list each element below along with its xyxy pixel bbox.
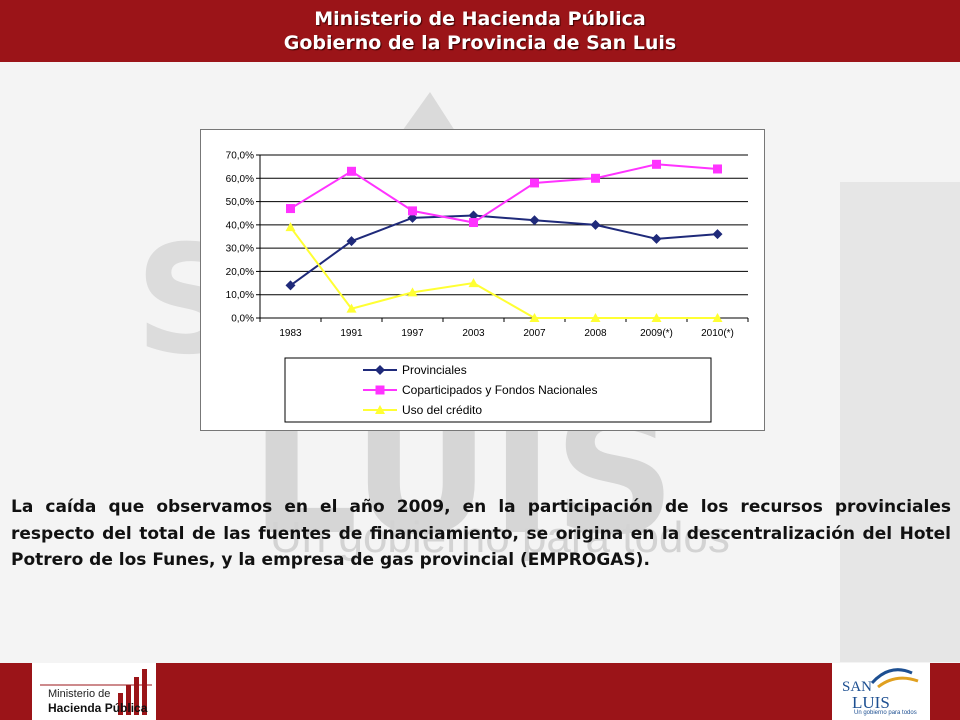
san-luis-logo-san: SAN <box>842 679 873 695</box>
data-point <box>590 219 601 230</box>
x-axis-tick-labels: 1983 1991 1997 2003 2007 2008 2009(*) 2010(*) <box>279 328 734 339</box>
data-point <box>712 313 723 322</box>
series-line <box>289 163 718 224</box>
data-point <box>469 218 478 228</box>
data-point <box>652 159 661 169</box>
y-tick-label: 30,0% <box>226 244 254 255</box>
san-luis-logo-swoosh-icon <box>870 668 919 689</box>
legend-label: Coparticipados y Fondos Nacionales <box>402 383 597 397</box>
ministerio-logo-line2: Hacienda Pública <box>48 701 148 715</box>
data-point <box>651 233 662 244</box>
series-1 <box>285 210 723 291</box>
x-tick-label: 1983 <box>279 328 302 339</box>
legend-label: Uso del crédito <box>402 403 482 417</box>
header-title-province: Gobierno de la Provincia de San Luis <box>283 32 677 54</box>
ministerio-hacienda-logo: Ministerio de Hacienda Pública <box>32 663 156 720</box>
x-tick-label: 2010(*) <box>701 328 734 339</box>
x-tick-label: 2009(*) <box>640 328 673 339</box>
chart-legend: Provinciales Coparticipados y Fondos Naci… <box>284 357 712 423</box>
data-point <box>590 313 601 322</box>
line-chart: 0,0%10,0%20,0%30,0%40,0%50,0%60,0%70,0% … <box>226 151 749 423</box>
x-tick-label: 2003 <box>462 328 485 339</box>
footer-bar: Ministerio de Hacienda Pública SAN LUIS … <box>0 663 960 720</box>
y-tick-label: 0,0% <box>231 314 254 325</box>
data-point <box>285 222 296 232</box>
chart-gridlines <box>256 154 749 322</box>
y-tick-label: 50,0% <box>226 197 254 208</box>
chart-series <box>285 159 723 322</box>
chart-container: 0,0% 10,0% 20,0% 30,0% 40,0% 50,0% 60,0% 70,0% … <box>200 129 765 431</box>
data-point <box>591 173 600 183</box>
data-point <box>651 313 662 322</box>
y-axis-tick-labels: 0,0% 10,0% 20,0% 30,0% 40,0% 50,0% 60,0% 70,0% <box>226 151 254 325</box>
y-tick-label: 40,0% <box>226 220 254 231</box>
header-bar: Ministerio de Hacienda Pública Gobierno … <box>0 0 960 62</box>
y-tick-label: 60,0% <box>226 174 254 185</box>
x-tick-label: 1997 <box>401 328 424 339</box>
x-tick-label: 2007 <box>523 328 546 339</box>
san-luis-logo: SAN LUIS Un gobierno para todos <box>832 663 930 720</box>
legend-label: Provinciales <box>402 363 467 377</box>
series-3 <box>285 222 723 322</box>
legend-marker <box>375 405 385 414</box>
x-tick-label: 2008 <box>584 328 607 339</box>
series-line <box>289 226 718 319</box>
y-tick-label: 20,0% <box>226 267 254 278</box>
y-tick-label: 10,0% <box>226 290 254 301</box>
data-point <box>529 313 540 322</box>
watermark-slogan: Un gobierno para todos <box>270 513 730 562</box>
explanatory-paragraph: La caída que observamos en el año 2009, … <box>11 497 951 570</box>
data-point <box>407 287 418 297</box>
data-point <box>712 229 723 240</box>
data-point <box>346 236 357 247</box>
ministerio-logo-bars-icon <box>40 669 152 715</box>
data-point <box>285 280 296 291</box>
data-point <box>286 204 295 214</box>
data-point <box>468 278 479 288</box>
series-2 <box>286 159 722 228</box>
data-point <box>408 206 417 216</box>
legend-box <box>284 357 712 423</box>
data-point <box>347 166 356 176</box>
san-luis-logo-slogan: Un gobierno para todos <box>854 710 917 716</box>
x-tick-label: 1991 <box>340 328 363 339</box>
legend-marker <box>375 365 385 375</box>
data-point <box>529 215 540 226</box>
series-line <box>289 214 718 287</box>
data-point <box>713 164 722 174</box>
data-point <box>530 178 539 188</box>
header-title-ministry: Ministerio de Hacienda Pública <box>314 8 646 30</box>
y-tick-label: 70,0% <box>226 151 254 162</box>
legend-marker <box>375 385 385 395</box>
watermark-panel-right <box>840 182 960 662</box>
san-luis-logo-luis: LUIS <box>852 693 890 712</box>
ministerio-logo-line1: Ministerio de <box>48 688 111 700</box>
data-point <box>346 303 357 313</box>
